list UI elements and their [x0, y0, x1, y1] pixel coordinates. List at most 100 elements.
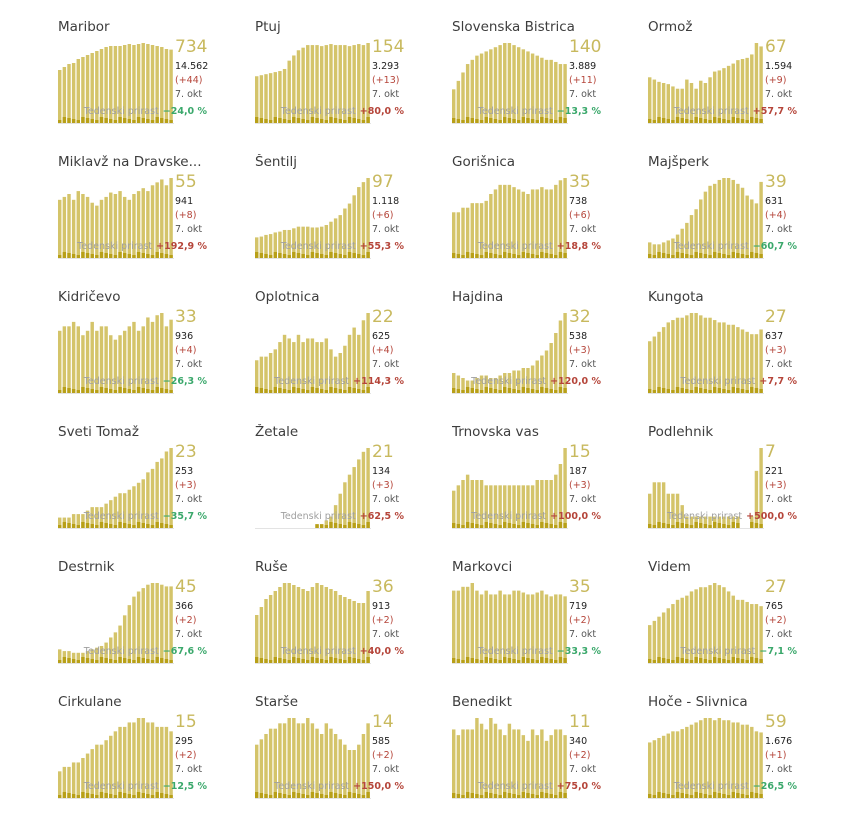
municipality-name: Žetale — [255, 424, 299, 440]
bar-new-cases — [703, 524, 708, 528]
bar-new-cases — [754, 523, 759, 528]
bar-chart — [648, 718, 764, 799]
bar — [71, 63, 76, 123]
bar-new-cases — [296, 388, 301, 393]
active-cases: 15 — [569, 442, 591, 462]
new-cases: (+4) — [372, 345, 394, 356]
bar-chart — [648, 583, 764, 664]
bar-new-cases — [708, 390, 712, 393]
bar-new-cases — [512, 659, 516, 663]
municipality-chart: Ormož 67 1.594 (+9) 7. okt Tedenski prirast +5… — [648, 19, 838, 147]
bar-new-cases — [306, 390, 310, 393]
bar-new-cases — [132, 255, 136, 258]
bar — [549, 480, 553, 528]
bar — [689, 313, 694, 393]
bar — [146, 191, 150, 258]
weekly-growth-value: +500,0 % — [746, 511, 797, 522]
bar — [104, 326, 108, 393]
bar-new-cases — [324, 255, 329, 258]
bar-new-cases — [347, 117, 352, 123]
bar-new-cases — [503, 387, 507, 393]
bar — [67, 651, 71, 663]
new-cases: (+9) — [765, 75, 787, 86]
bar — [122, 493, 127, 528]
bar-new-cases — [521, 792, 526, 798]
bar — [703, 516, 708, 528]
weekly-growth-value: +75,0 % — [556, 781, 601, 792]
bar-new-cases — [95, 120, 99, 123]
bar — [648, 242, 652, 258]
bar — [282, 68, 287, 123]
bar — [127, 199, 132, 258]
bar-new-cases — [85, 118, 90, 123]
bar-new-cases — [71, 254, 76, 258]
bar — [268, 595, 273, 663]
bar — [544, 189, 549, 258]
bar-new-cases — [95, 795, 99, 798]
bar — [104, 196, 108, 258]
bar-new-cases — [657, 792, 661, 798]
bar-new-cases — [169, 660, 173, 663]
bar — [661, 83, 666, 123]
bar — [461, 378, 465, 393]
bar-new-cases — [750, 522, 754, 528]
bar — [347, 599, 352, 663]
bar — [708, 585, 712, 663]
bar-new-cases — [503, 657, 507, 663]
total-cases: 366 — [175, 601, 194, 612]
bar — [456, 735, 461, 798]
bar-new-cases — [648, 524, 652, 528]
bar — [90, 749, 94, 798]
municipality-name: Šentilj — [255, 154, 297, 170]
bar — [343, 482, 347, 528]
new-cases: (+3) — [569, 480, 591, 491]
bar-new-cases — [549, 524, 553, 528]
bar — [71, 321, 76, 393]
bar — [699, 199, 703, 258]
bar — [456, 590, 461, 663]
bar-new-cases — [301, 794, 305, 798]
bar-new-cases — [745, 660, 749, 663]
bar — [113, 194, 118, 258]
bar — [680, 317, 684, 393]
bar-new-cases — [58, 255, 62, 258]
bar-new-cases — [255, 117, 259, 123]
weekly-growth-label: Tedenski prirast — [667, 511, 743, 522]
bar-new-cases — [366, 792, 370, 798]
bar — [71, 652, 76, 663]
bar-new-cases — [333, 793, 338, 798]
new-cases: (+2) — [175, 615, 197, 626]
bar — [113, 46, 118, 123]
weekly-growth-label: Tedenski prirast — [673, 241, 749, 252]
bar — [699, 587, 703, 663]
bar — [731, 179, 735, 258]
bar — [465, 586, 470, 663]
bar-new-cases — [754, 793, 759, 798]
bar — [361, 182, 366, 258]
weekly-growth-value: −35,7 % — [162, 511, 207, 522]
municipality-name: Oplotnica — [255, 289, 320, 305]
active-cases: 14 — [372, 712, 394, 732]
bar — [689, 516, 694, 528]
bar — [109, 735, 113, 798]
bar-new-cases — [489, 658, 493, 663]
bar-new-cases — [95, 525, 99, 528]
bar — [160, 458, 164, 528]
bar — [127, 722, 132, 798]
bar-new-cases — [540, 657, 544, 663]
bar — [740, 187, 745, 258]
bar-new-cases — [736, 253, 740, 258]
bar-new-cases — [255, 252, 259, 258]
bar — [259, 739, 264, 798]
bar — [136, 718, 141, 798]
bar-new-cases — [652, 120, 657, 123]
bar-new-cases — [255, 657, 259, 663]
bar — [680, 228, 684, 258]
bar — [703, 317, 708, 393]
bar-new-cases — [319, 119, 324, 123]
bar-new-cases — [136, 657, 141, 663]
new-cases: (+6) — [569, 210, 591, 221]
bar — [484, 485, 488, 528]
bar-new-cases — [558, 522, 563, 528]
total-cases: 1.118 — [372, 196, 400, 207]
